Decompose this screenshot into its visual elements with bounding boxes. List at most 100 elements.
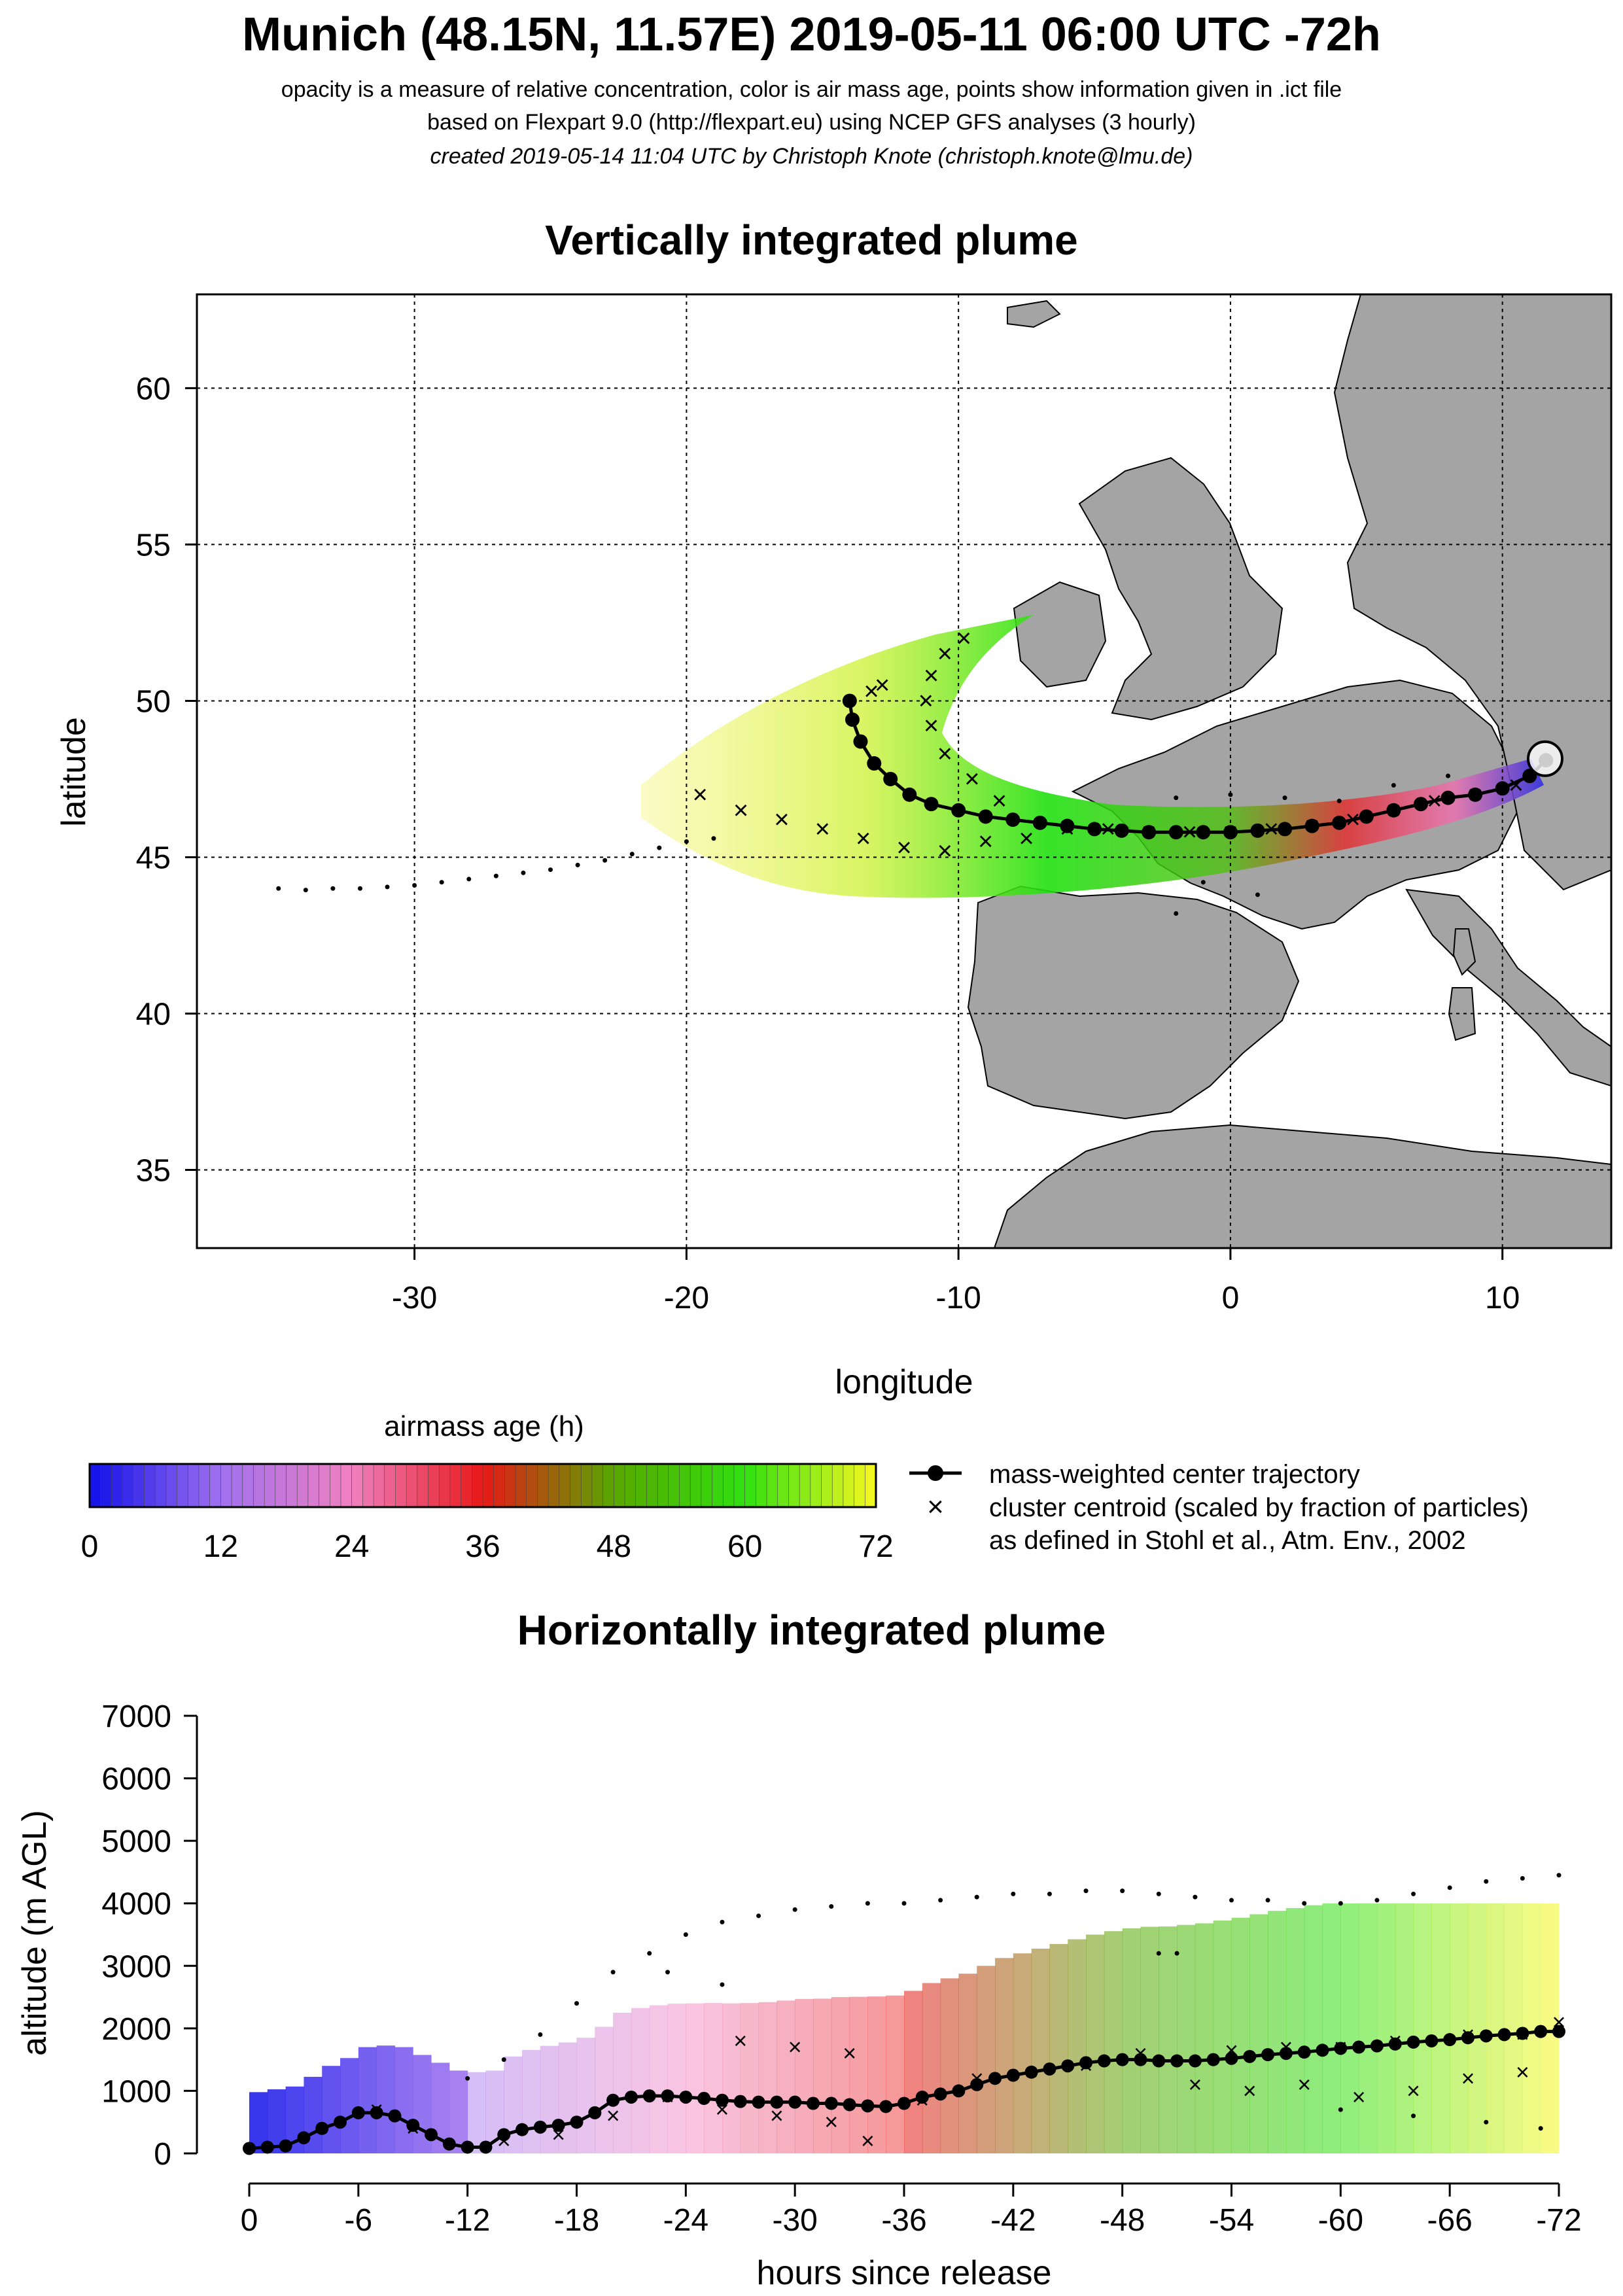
- map-cluster-cross: ×: [815, 814, 830, 843]
- map-center-trajectory-points: [842, 693, 1554, 840]
- altitude-center-point: [1443, 2033, 1457, 2047]
- colorbar-segment: [657, 1463, 669, 1508]
- map-center-point: [1468, 787, 1483, 802]
- colorbar-segment: [580, 1463, 593, 1508]
- colorbar-segment: [624, 1463, 637, 1508]
- map-cluster-cross: ×: [864, 677, 879, 706]
- map-dot-point: [1255, 892, 1260, 897]
- altitude-center-point: [752, 2095, 765, 2109]
- altitude-center-point: [279, 2139, 292, 2153]
- altitude-dot-point: [1083, 1888, 1089, 1894]
- altitude-center-point: [370, 2106, 383, 2119]
- map-cluster-cross: ×: [875, 671, 890, 700]
- colorbar-segment: [712, 1463, 724, 1508]
- altitude-center-point: [588, 2106, 602, 2119]
- altitude-center-point: [1024, 2065, 1038, 2079]
- altitude-center-point: [970, 2078, 984, 2091]
- colorbar-segment: [428, 1463, 440, 1508]
- altitude-center-point: [533, 2120, 547, 2134]
- colorbar-segment: [635, 1463, 648, 1508]
- altitude-dot-point: [665, 1970, 671, 1975]
- altitude-cluster-cross: ×: [606, 2102, 620, 2129]
- altitude-cell: [795, 1998, 814, 2153]
- altitude-x-tick-label: -18: [554, 2203, 599, 2238]
- subtitle-line-2: based on Flexpart 9.0 (http://flexpart.e…: [427, 110, 1196, 135]
- altitude-x-tick-label: -12: [445, 2203, 490, 2238]
- colorbar-segment: [602, 1463, 615, 1508]
- iceland-fragment: [1007, 300, 1061, 328]
- altitude-cell: [904, 1991, 923, 2153]
- altitude-dot-point: [1193, 1894, 1198, 1900]
- colorbar-tick-label: 0: [81, 1529, 99, 1564]
- altitude-cell: [1395, 1903, 1414, 2153]
- map-center-point: [902, 787, 917, 802]
- legend-cluster-label: cluster centroid (scaled by fraction of …: [989, 1493, 1529, 1522]
- colorbar-segment: [351, 1463, 364, 1508]
- map-dot-point: [303, 888, 308, 893]
- altitude-cell: [522, 2049, 541, 2153]
- map-center-point: [1032, 815, 1047, 830]
- altitude-dot-point: [1156, 1891, 1161, 1896]
- colorbar-tick-labels: 0 12 24 36 48 60 72: [81, 1529, 894, 1564]
- altitude-center-point: [1352, 2040, 1366, 2054]
- map-x-tick-label: -20: [664, 1281, 709, 1315]
- map-dot-point: [1174, 795, 1179, 801]
- altitude-cell: [595, 2026, 614, 2153]
- altitude-y-tick-label: 3000: [101, 1949, 171, 1984]
- colorbar-segment: [482, 1463, 495, 1508]
- colorbar-segment: [548, 1463, 560, 1508]
- colorbar-segment: [177, 1463, 189, 1508]
- map-center-point: [1304, 818, 1319, 833]
- altitude-dot-point: [647, 1951, 652, 1956]
- altitude-cluster-cross: ×: [1297, 2071, 1311, 2098]
- altitude-dot-point: [501, 2057, 506, 2062]
- altitude-dot-point: [574, 2001, 579, 2006]
- colorbar-segment: [100, 1463, 113, 1508]
- map-center-point: [867, 756, 882, 771]
- altitude-x-tick-label: -72: [1536, 2203, 1581, 2238]
- map-center-point: [883, 771, 898, 786]
- map-dot-point: [357, 886, 362, 891]
- altitude-x-tick-label: 0: [241, 2203, 258, 2238]
- corsica: [1452, 928, 1476, 976]
- altitude-center-point: [988, 2072, 1002, 2085]
- altitude-center-point: [1406, 2035, 1420, 2049]
- altitude-cell: [995, 1958, 1014, 2153]
- altitude-x-tick-label: -30: [772, 2203, 817, 2238]
- altitude-center-point: [879, 2100, 893, 2113]
- altitude-cell: [867, 1996, 886, 2153]
- altitude-dot-point: [720, 1919, 725, 1924]
- great-britain: [1078, 457, 1283, 721]
- altitude-dot-point: [792, 1907, 797, 1912]
- altitude-cell: [576, 2038, 595, 2153]
- map-y-axis-label: latitude: [55, 717, 93, 827]
- map-cluster-cross: ×: [937, 837, 952, 865]
- map-dot-point: [466, 877, 472, 882]
- altitude-center-point: [297, 2131, 311, 2145]
- map-frame: [196, 293, 1613, 1249]
- altitude-center-point: [898, 2096, 911, 2110]
- altitude-center-point: [770, 2095, 784, 2109]
- altitude-center-point: [1115, 2053, 1129, 2066]
- altitude-cell: [740, 2003, 759, 2153]
- map-center-point: [1114, 823, 1129, 838]
- altitude-cell: [1213, 1920, 1232, 2153]
- legend-area: airmass age (h) 0 12 24 36 48 60 72 mass-weigh…: [81, 1410, 1529, 1564]
- colorbar-segment: [275, 1463, 287, 1508]
- map-dot-point: [1174, 911, 1179, 916]
- altitude-y-ticks: 0 1000 2000 3000 4000 5000 6000 7000: [101, 1699, 197, 2172]
- colorbar-segment: [821, 1463, 833, 1508]
- colorbar-segment: [187, 1463, 200, 1508]
- altitude-cluster-cross: ×: [824, 2108, 838, 2135]
- colorbar-segment: [231, 1463, 243, 1508]
- colorbar-segment: [166, 1463, 178, 1508]
- map-dot-point: [1282, 795, 1287, 801]
- legend-center-label: mass-weighted center trajectory: [989, 1460, 1360, 1489]
- altitude-x-tick-label: -48: [1100, 2203, 1145, 2238]
- altitude-center-point: [806, 2096, 820, 2110]
- altitude-center-point: [1079, 2056, 1093, 2070]
- altitude-cell: [394, 2047, 413, 2153]
- colorbar-segment: [384, 1463, 396, 1508]
- iberia: [967, 885, 1300, 1120]
- altitude-cell: [1304, 1905, 1323, 2153]
